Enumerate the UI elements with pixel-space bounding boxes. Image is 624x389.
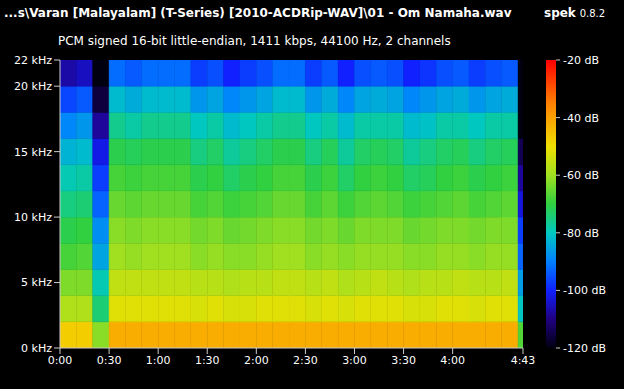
- svg-text:2:00: 2:00: [244, 354, 269, 367]
- html-text:spek 0.8.2: spek 0.8.2: [544, 6, 606, 20]
- svg-text:5 kHz: 5 kHz: [21, 276, 52, 289]
- svg-text:0:00: 0:00: [48, 354, 73, 367]
- svg-text:-60 dB: -60 dB: [563, 169, 599, 182]
- svg-text:-100 dB: -100 dB: [563, 284, 606, 297]
- svg-text:1:30: 1:30: [195, 354, 220, 367]
- svg-text:10 kHz: 10 kHz: [14, 211, 52, 224]
- svg-text:22 kHz: 22 kHz: [14, 54, 52, 67]
- svg-text:-20 dB: -20 dB: [563, 54, 599, 67]
- svg-text:4:00: 4:00: [440, 354, 465, 367]
- svg-text:0 kHz: 0 kHz: [21, 342, 52, 355]
- svg-text:0:30: 0:30: [97, 354, 122, 367]
- html-text:PCM signed 16-bit little-endia: PCM signed 16-bit little-endian, 1411 kb…: [58, 34, 451, 48]
- svg-text:15 kHz: 15 kHz: [14, 146, 52, 159]
- svg-text:3:00: 3:00: [342, 354, 367, 367]
- svg-text:2:30: 2:30: [293, 354, 318, 367]
- svg-text:-120 dB: -120 dB: [563, 342, 606, 355]
- svg-text:20 kHz: 20 kHz: [14, 80, 52, 93]
- svg-text:3:30: 3:30: [391, 354, 416, 367]
- svg-text:1:00: 1:00: [146, 354, 171, 367]
- svg-text:4:43: 4:43: [511, 354, 536, 367]
- html-text:...s\Varan [Malayalam] (T-Seri: ...s\Varan [Malayalam] (T-Series) [2010-…: [4, 6, 512, 20]
- svg-text:-80 dB: -80 dB: [563, 227, 599, 240]
- svg-text:-40 dB: -40 dB: [563, 112, 599, 125]
